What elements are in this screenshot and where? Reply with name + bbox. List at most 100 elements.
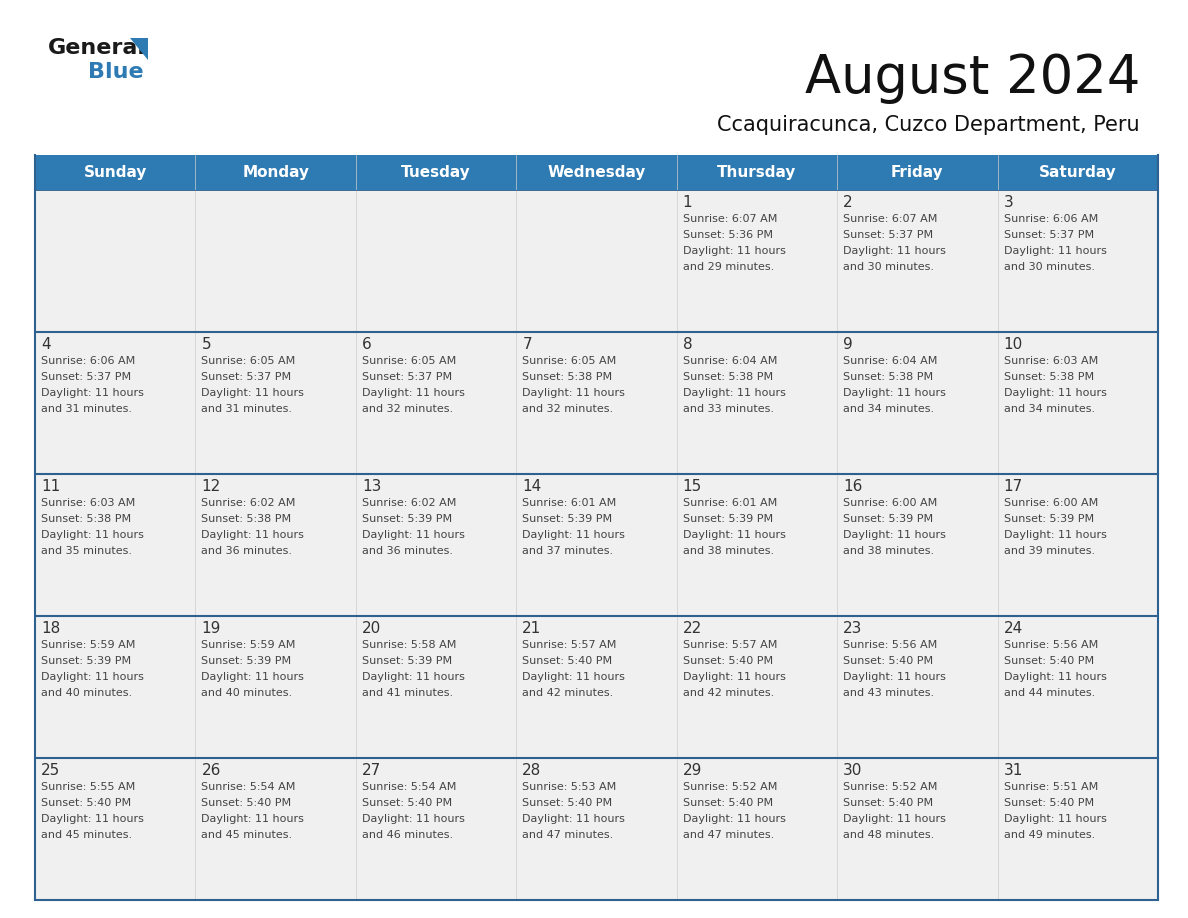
Text: Sunrise: 6:06 AM: Sunrise: 6:06 AM — [42, 356, 135, 366]
Bar — [196, 758, 356, 900]
Text: Sunrise: 6:04 AM: Sunrise: 6:04 AM — [843, 356, 937, 366]
Text: Daylight: 11 hours: Daylight: 11 hours — [843, 246, 946, 256]
Text: Saturday: Saturday — [1040, 165, 1117, 180]
Bar — [838, 474, 998, 616]
Text: 12: 12 — [202, 479, 221, 494]
Text: Sunday: Sunday — [83, 165, 147, 180]
Text: Daylight: 11 hours: Daylight: 11 hours — [42, 814, 144, 824]
Bar — [196, 155, 356, 190]
Bar — [677, 332, 838, 474]
Text: Friday: Friday — [891, 165, 943, 180]
Text: Sunset: 5:38 PM: Sunset: 5:38 PM — [523, 372, 612, 382]
Bar — [838, 155, 998, 190]
Text: 26: 26 — [202, 763, 221, 778]
Text: Sunrise: 5:52 AM: Sunrise: 5:52 AM — [843, 782, 937, 792]
Bar — [34, 616, 196, 758]
Text: Monday: Monday — [242, 165, 309, 180]
Bar — [998, 155, 1158, 190]
Text: Sunrise: 6:07 AM: Sunrise: 6:07 AM — [843, 214, 937, 224]
Text: Sunset: 5:40 PM: Sunset: 5:40 PM — [362, 798, 451, 808]
Text: Sunrise: 6:01 AM: Sunrise: 6:01 AM — [523, 498, 617, 508]
Bar — [356, 758, 517, 900]
Text: and 33 minutes.: and 33 minutes. — [683, 404, 773, 414]
Text: 29: 29 — [683, 763, 702, 778]
Bar — [196, 616, 356, 758]
Text: Daylight: 11 hours: Daylight: 11 hours — [523, 388, 625, 398]
Text: Daylight: 11 hours: Daylight: 11 hours — [42, 388, 144, 398]
Text: and 30 minutes.: and 30 minutes. — [843, 262, 934, 272]
Text: and 30 minutes.: and 30 minutes. — [1004, 262, 1094, 272]
Text: Daylight: 11 hours: Daylight: 11 hours — [202, 388, 304, 398]
Text: Sunrise: 5:55 AM: Sunrise: 5:55 AM — [42, 782, 135, 792]
Bar — [517, 332, 677, 474]
Text: Daylight: 11 hours: Daylight: 11 hours — [523, 530, 625, 540]
Bar — [196, 474, 356, 616]
Text: 2: 2 — [843, 195, 853, 210]
Text: and 38 minutes.: and 38 minutes. — [843, 546, 934, 556]
Text: Sunrise: 5:57 AM: Sunrise: 5:57 AM — [523, 640, 617, 650]
Text: and 41 minutes.: and 41 minutes. — [362, 688, 453, 698]
Text: 8: 8 — [683, 337, 693, 352]
Text: Sunrise: 6:02 AM: Sunrise: 6:02 AM — [362, 498, 456, 508]
Text: Sunrise: 6:07 AM: Sunrise: 6:07 AM — [683, 214, 777, 224]
Text: Daylight: 11 hours: Daylight: 11 hours — [1004, 672, 1106, 682]
Text: Daylight: 11 hours: Daylight: 11 hours — [843, 672, 946, 682]
Text: Sunrise: 6:00 AM: Sunrise: 6:00 AM — [1004, 498, 1098, 508]
Bar — [677, 155, 838, 190]
Bar — [517, 758, 677, 900]
Bar — [517, 155, 677, 190]
Bar — [34, 190, 196, 332]
Text: and 31 minutes.: and 31 minutes. — [42, 404, 132, 414]
Text: Sunset: 5:39 PM: Sunset: 5:39 PM — [362, 656, 451, 666]
Text: Daylight: 11 hours: Daylight: 11 hours — [202, 530, 304, 540]
Text: Daylight: 11 hours: Daylight: 11 hours — [42, 672, 144, 682]
Text: Sunrise: 5:54 AM: Sunrise: 5:54 AM — [362, 782, 456, 792]
Bar — [517, 190, 677, 332]
Polygon shape — [129, 38, 148, 60]
Bar — [838, 332, 998, 474]
Text: 22: 22 — [683, 621, 702, 636]
Bar — [356, 155, 517, 190]
Text: Wednesday: Wednesday — [548, 165, 646, 180]
Text: Sunset: 5:39 PM: Sunset: 5:39 PM — [202, 656, 291, 666]
Text: Daylight: 11 hours: Daylight: 11 hours — [523, 814, 625, 824]
Text: 23: 23 — [843, 621, 862, 636]
Text: Sunrise: 5:54 AM: Sunrise: 5:54 AM — [202, 782, 296, 792]
Text: Daylight: 11 hours: Daylight: 11 hours — [683, 388, 785, 398]
Text: 21: 21 — [523, 621, 542, 636]
Bar — [677, 758, 838, 900]
Text: Sunset: 5:39 PM: Sunset: 5:39 PM — [1004, 514, 1094, 524]
Bar — [677, 190, 838, 332]
Text: 30: 30 — [843, 763, 862, 778]
Text: and 32 minutes.: and 32 minutes. — [362, 404, 453, 414]
Text: and 34 minutes.: and 34 minutes. — [1004, 404, 1094, 414]
Text: August 2024: August 2024 — [804, 52, 1140, 104]
Text: and 35 minutes.: and 35 minutes. — [42, 546, 132, 556]
Text: and 36 minutes.: and 36 minutes. — [202, 546, 292, 556]
Text: 14: 14 — [523, 479, 542, 494]
Text: 6: 6 — [362, 337, 372, 352]
Bar — [356, 474, 517, 616]
Text: Sunset: 5:37 PM: Sunset: 5:37 PM — [843, 230, 934, 240]
Text: Daylight: 11 hours: Daylight: 11 hours — [683, 672, 785, 682]
Text: Daylight: 11 hours: Daylight: 11 hours — [843, 388, 946, 398]
Text: Daylight: 11 hours: Daylight: 11 hours — [683, 246, 785, 256]
Text: Sunrise: 6:05 AM: Sunrise: 6:05 AM — [202, 356, 296, 366]
Bar — [34, 474, 196, 616]
Bar — [34, 332, 196, 474]
Bar — [356, 616, 517, 758]
Bar — [677, 616, 838, 758]
Text: 25: 25 — [42, 763, 61, 778]
Text: Daylight: 11 hours: Daylight: 11 hours — [1004, 530, 1106, 540]
Bar — [356, 332, 517, 474]
Bar — [677, 474, 838, 616]
Text: and 32 minutes.: and 32 minutes. — [523, 404, 613, 414]
Text: Sunrise: 6:05 AM: Sunrise: 6:05 AM — [362, 356, 456, 366]
Text: 24: 24 — [1004, 621, 1023, 636]
Text: 1: 1 — [683, 195, 693, 210]
Text: and 39 minutes.: and 39 minutes. — [1004, 546, 1094, 556]
Text: Daylight: 11 hours: Daylight: 11 hours — [202, 814, 304, 824]
Text: and 47 minutes.: and 47 minutes. — [523, 830, 613, 840]
Bar — [517, 616, 677, 758]
Text: Sunset: 5:37 PM: Sunset: 5:37 PM — [42, 372, 131, 382]
